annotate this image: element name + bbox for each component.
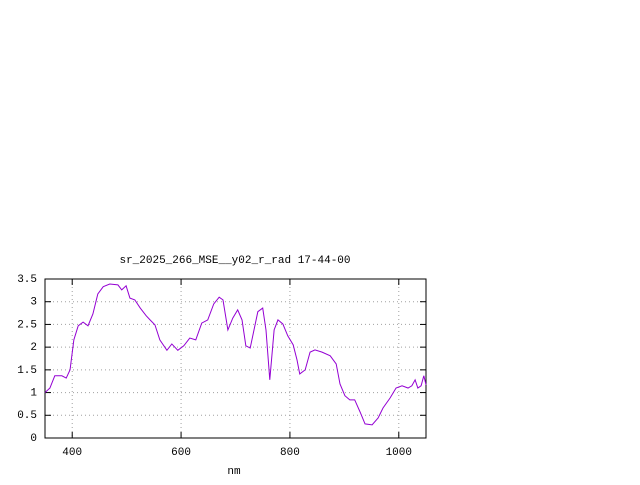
y-tick-label: 3.5	[17, 274, 37, 286]
data-line	[44, 283, 427, 426]
x-tick-label: 600	[171, 447, 191, 459]
y-tick-label: 3	[30, 297, 37, 309]
x-tick-label: 1000	[386, 447, 412, 459]
y-tick-label: 0.5	[17, 410, 37, 422]
x-axis-label: nm	[227, 466, 241, 478]
x-tick-label: 400	[62, 447, 82, 459]
y-tick-label: 1.5	[17, 365, 37, 377]
y-tick-label: 1	[30, 387, 37, 399]
chart-title: sr_2025_266_MSE__y02_r_rad 17-44-00	[119, 255, 350, 267]
y-tick-label: 0	[30, 433, 37, 445]
y-tick-label: 2.5	[17, 319, 37, 331]
plot-border	[44, 278, 427, 439]
y-tick-label: 2	[30, 342, 37, 354]
x-tick-label: 800	[280, 447, 300, 459]
